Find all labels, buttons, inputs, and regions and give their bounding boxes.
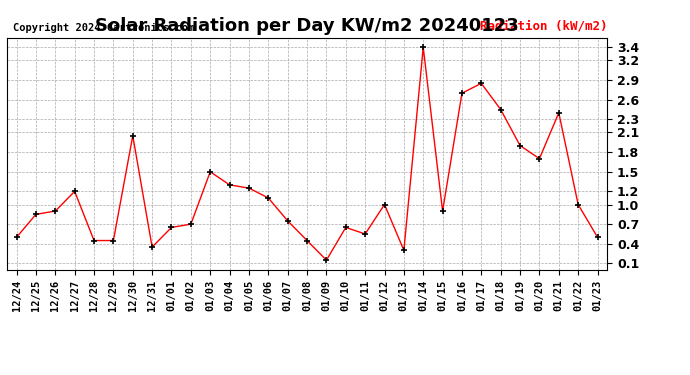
Title: Solar Radiation per Day KW/m2 20240123: Solar Radiation per Day KW/m2 20240123 <box>95 16 519 34</box>
Text: Copyright 2024 Cartronics.com: Copyright 2024 Cartronics.com <box>13 23 194 33</box>
Text: Radiation (kW/m2): Radiation (kW/m2) <box>480 20 607 33</box>
